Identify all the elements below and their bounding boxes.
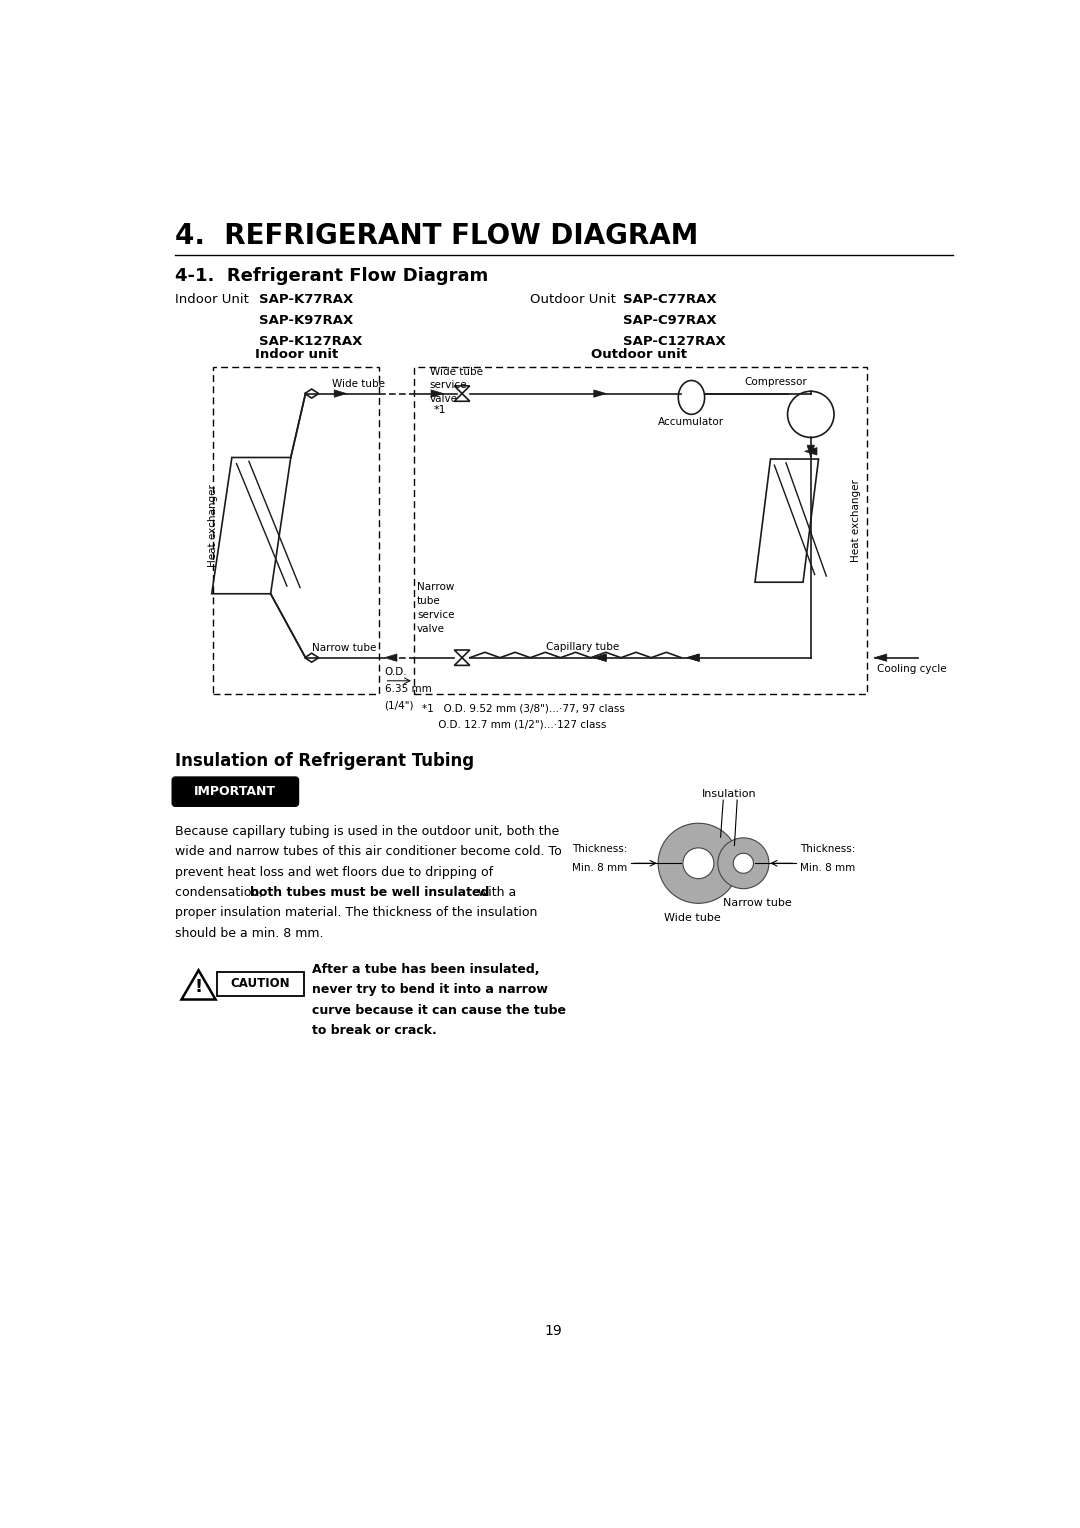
Text: SAP-C77RAX: SAP-C77RAX [623,293,717,307]
Polygon shape [594,390,606,397]
Text: 4-1.  Refrigerant Flow Diagram: 4-1. Refrigerant Flow Diagram [175,266,488,284]
Text: Compressor: Compressor [744,377,807,388]
Text: Outdoor Unit: Outdoor Unit [530,293,616,307]
Text: CAUTION: CAUTION [231,978,291,990]
Text: tube: tube [417,596,441,607]
Text: should be a min. 8 mm.: should be a min. 8 mm. [175,927,324,940]
Text: Min. 8 mm: Min. 8 mm [572,863,627,874]
Polygon shape [431,390,444,397]
Text: proper insulation material. The thickness of the insulation: proper insulation material. The thicknes… [175,906,538,920]
Text: valve: valve [417,623,445,634]
Text: Narrow tube: Narrow tube [723,898,792,908]
Text: Narrow tube: Narrow tube [312,643,377,652]
Text: SAP-K97RAX: SAP-K97RAX [259,315,353,327]
Text: Cooling cycle: Cooling cycle [877,663,947,674]
Text: Min. 8 mm: Min. 8 mm [800,863,855,874]
Text: Heat exchanger: Heat exchanger [207,484,217,567]
Polygon shape [594,654,606,662]
Text: Thickness:: Thickness: [800,843,855,854]
Polygon shape [334,390,347,397]
Text: Insulation: Insulation [702,788,757,799]
FancyBboxPatch shape [217,972,303,996]
Text: O.D.: O.D. [384,666,407,677]
Text: !: ! [194,978,203,996]
Text: both tubes must be well insulated: both tubes must be well insulated [251,886,490,898]
Text: Narrow: Narrow [417,582,455,593]
Text: SAP-C97RAX: SAP-C97RAX [623,315,717,327]
Text: Heat exchanger: Heat exchanger [851,480,861,562]
Polygon shape [687,654,699,662]
Text: service: service [417,610,455,620]
Text: After a tube has been insulated,: After a tube has been insulated, [312,963,539,976]
Text: Wide tube: Wide tube [332,379,384,390]
Circle shape [658,824,739,903]
Text: 19: 19 [544,1325,563,1339]
FancyBboxPatch shape [172,778,298,807]
Text: prevent heat loss and wet floors due to dripping of: prevent heat loss and wet floors due to … [175,865,494,879]
Text: Indoor unit: Indoor unit [255,348,338,361]
Text: Thickness:: Thickness: [571,843,627,854]
Polygon shape [384,654,397,662]
Circle shape [718,837,769,889]
Text: SAP-C127RAX: SAP-C127RAX [623,335,726,348]
Text: Capillary tube: Capillary tube [545,642,619,651]
Text: IMPORTANT: IMPORTANT [194,785,276,798]
Text: never try to bend it into a narrow: never try to bend it into a narrow [312,984,548,996]
Text: SAP-K127RAX: SAP-K127RAX [259,335,363,348]
Text: (1/4"): (1/4") [384,701,414,711]
Text: 4.  REFRIGERANT FLOW DIAGRAM: 4. REFRIGERANT FLOW DIAGRAM [175,222,699,251]
Polygon shape [807,445,814,457]
Text: Outdoor unit: Outdoor unit [591,348,687,361]
Text: condensation,: condensation, [175,886,268,898]
Text: Accumulator: Accumulator [659,417,725,428]
Text: service: service [430,380,467,391]
Text: SAP-K77RAX: SAP-K77RAX [259,293,353,307]
Text: Wide tube: Wide tube [430,367,483,376]
Text: Indoor Unit: Indoor Unit [175,293,249,307]
Text: wide and narrow tubes of this air conditioner become cold. To: wide and narrow tubes of this air condit… [175,845,562,859]
Polygon shape [594,654,606,662]
Text: O.D. 12.7 mm (1/2")...·127 class: O.D. 12.7 mm (1/2")...·127 class [422,720,606,729]
Text: *1   O.D. 9.52 mm (3/8")...·77, 97 class: *1 O.D. 9.52 mm (3/8")...·77, 97 class [422,704,624,714]
Polygon shape [875,654,887,662]
Circle shape [733,853,754,874]
Polygon shape [805,448,816,455]
Text: to break or crack.: to break or crack. [312,1024,436,1038]
Text: 6.35 mm: 6.35 mm [384,685,431,694]
Text: valve: valve [430,394,458,405]
Text: Insulation of Refrigerant Tubing: Insulation of Refrigerant Tubing [175,752,474,770]
Text: Wide tube: Wide tube [664,912,720,923]
Polygon shape [687,654,699,662]
Circle shape [683,848,714,879]
Text: Because capillary tubing is used in the outdoor unit, both the: Because capillary tubing is used in the … [175,825,559,837]
Text: *1: *1 [433,405,446,416]
Text: with a: with a [474,886,516,898]
Text: curve because it can cause the tube: curve because it can cause the tube [312,1004,566,1016]
